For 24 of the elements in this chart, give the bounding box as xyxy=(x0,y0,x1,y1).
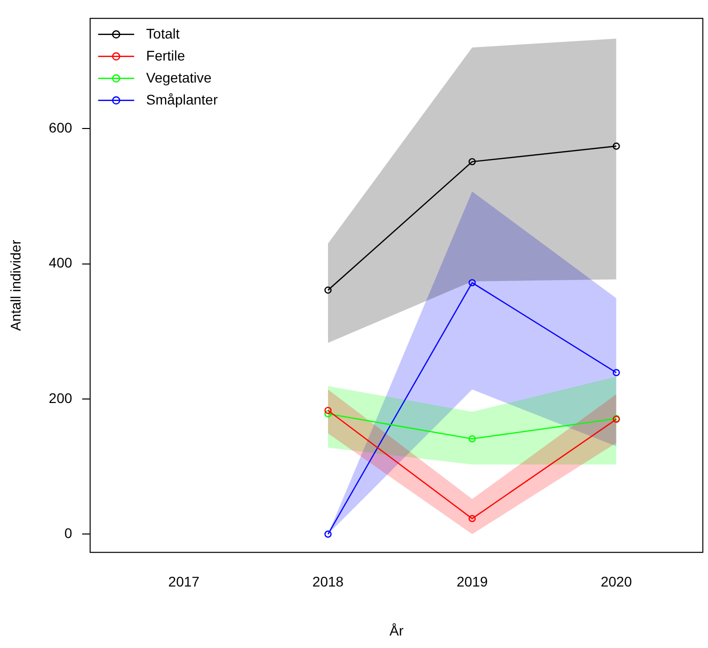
y-tick-label: 400 xyxy=(48,254,72,271)
x-tick-label: 2020 xyxy=(600,574,632,590)
point xyxy=(324,286,332,294)
point xyxy=(468,158,476,166)
y-tick-label: 200 xyxy=(48,390,72,406)
y-axis-title: Antall individer xyxy=(7,240,24,331)
point xyxy=(324,406,332,414)
point xyxy=(468,515,476,522)
y-tick-label: 600 xyxy=(48,119,72,136)
legend-label: Vegetative xyxy=(146,69,212,86)
point xyxy=(468,279,476,286)
legend-label: Totalt xyxy=(146,25,180,42)
x-axis-title: År xyxy=(389,622,404,638)
legend-label: Fertile xyxy=(146,47,186,64)
point xyxy=(612,142,620,150)
point xyxy=(468,435,476,442)
x-tick-label: 2018 xyxy=(312,574,344,590)
point xyxy=(324,410,332,418)
x-tick-label: 2017 xyxy=(168,574,200,590)
point xyxy=(612,369,620,376)
point xyxy=(324,530,332,538)
legend-label: Småplanter xyxy=(146,91,218,108)
y-tick-label: 0 xyxy=(64,525,72,542)
x-tick-label: 2019 xyxy=(456,574,488,590)
